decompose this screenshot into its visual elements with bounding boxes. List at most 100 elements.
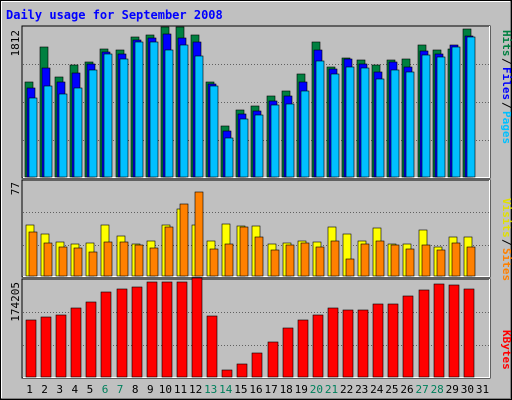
legend-usage: Hits / Files / Pages — [500, 30, 512, 144]
x-tick-label: 23 — [355, 383, 368, 396]
bar-sites-18 — [285, 244, 295, 277]
bar-sites-23 — [360, 243, 370, 277]
bar-sites-30 — [466, 246, 476, 277]
bar-kbytes-1 — [25, 319, 37, 378]
bar-pages-4 — [73, 87, 83, 178]
x-tick-label: 6 — [102, 383, 109, 396]
bar-kbytes-6 — [100, 291, 112, 378]
legend-item: Hits — [500, 30, 512, 57]
bar-sites-28 — [436, 249, 446, 277]
bar-sites-19 — [300, 242, 310, 277]
bar-sites-8 — [134, 244, 144, 277]
bar-sites-24 — [375, 240, 385, 277]
bar-sites-13 — [209, 248, 219, 277]
legend-item: Visits — [500, 198, 512, 238]
bar-kbytes-8 — [131, 286, 143, 378]
chart-title: Daily usage for September 2008 — [6, 8, 223, 22]
x-tick-label: 25 — [385, 383, 398, 396]
bar-pages-26 — [405, 71, 415, 178]
bar-kbytes-27 — [418, 289, 430, 378]
x-tick-label: 8 — [132, 383, 139, 396]
bar-kbytes-18 — [282, 327, 294, 378]
x-tick-label: 1 — [26, 383, 33, 396]
bar-sites-1 — [28, 231, 38, 277]
bar-kbytes-14 — [221, 369, 233, 378]
x-tick-label: 9 — [147, 383, 154, 396]
legend-item: Pages — [500, 111, 512, 144]
bar-pages-15 — [239, 118, 249, 178]
legend-item: Sites — [500, 248, 512, 281]
bar-pages-3 — [58, 93, 68, 178]
bar-sites-29 — [451, 242, 461, 277]
bar-sites-21 — [330, 240, 340, 277]
x-tick-label: 3 — [56, 383, 63, 396]
bar-sites-16 — [254, 236, 264, 277]
bar-kbytes-7 — [116, 288, 128, 378]
bar-pages-27 — [421, 54, 431, 178]
x-tick-label: 30 — [461, 383, 474, 396]
x-tick-label: 17 — [264, 383, 277, 396]
x-tick-label: 2 — [41, 383, 48, 396]
y-max-label-visits: 77 — [9, 182, 22, 195]
bar-sites-14 — [224, 243, 234, 277]
bar-sites-22 — [345, 258, 355, 277]
legend-visits: Visits / Sites — [500, 198, 512, 281]
x-tick-label: 31 — [476, 383, 489, 396]
y-max-label-kbytes: 174205 — [9, 282, 22, 322]
x-tick-label: 13 — [204, 383, 217, 396]
bar-sites-15 — [239, 226, 249, 277]
bar-pages-22 — [345, 66, 355, 178]
bar-kbytes-2 — [40, 316, 52, 378]
bar-kbytes-17 — [267, 341, 279, 378]
x-tick-label: 28 — [431, 383, 444, 396]
bar-kbytes-10 — [161, 281, 173, 378]
legend-item: KBytes — [500, 330, 512, 370]
bar-sites-6 — [103, 241, 113, 277]
x-tick-label: 11 — [174, 383, 187, 396]
bar-kbytes-5 — [85, 301, 97, 378]
x-tick-label: 27 — [415, 383, 428, 396]
x-tick-label: 12 — [189, 383, 202, 396]
bar-kbytes-4 — [70, 307, 82, 378]
legend-item: Files — [500, 67, 512, 100]
bar-sites-5 — [88, 251, 98, 277]
x-tick-label: 7 — [117, 383, 124, 396]
bar-kbytes-28 — [433, 283, 445, 378]
bar-pages-13 — [209, 85, 219, 178]
x-tick-label: 10 — [159, 383, 172, 396]
bar-kbytes-20 — [312, 314, 324, 378]
bar-pages-10 — [164, 49, 174, 178]
bar-pages-12 — [194, 55, 204, 178]
x-tick-label: 26 — [400, 383, 413, 396]
bar-sites-11 — [179, 203, 189, 277]
bar-pages-21 — [330, 73, 340, 178]
y-max-label-usage: 1812 — [9, 30, 22, 57]
x-tick-label: 15 — [234, 383, 247, 396]
bar-kbytes-21 — [327, 307, 339, 378]
bar-pages-9 — [149, 41, 159, 178]
legend-separator: / — [500, 102, 512, 109]
x-tick-label: 21 — [325, 383, 338, 396]
bar-pages-6 — [103, 53, 113, 178]
bar-pages-14 — [224, 137, 234, 178]
x-tick-label: 14 — [219, 383, 233, 396]
x-tick-label: 22 — [340, 383, 353, 396]
x-tick-label: 5 — [87, 383, 94, 396]
bar-pages-8 — [134, 41, 144, 178]
bar-pages-1 — [28, 97, 38, 178]
bar-pages-19 — [300, 90, 310, 178]
bar-sites-12 — [194, 191, 204, 277]
bar-pages-18 — [285, 103, 295, 178]
bar-pages-17 — [270, 104, 280, 178]
x-tick-label: 16 — [249, 383, 262, 396]
bar-kbytes-16 — [251, 352, 263, 378]
usage-panel — [21, 25, 491, 179]
legend-separator: / — [500, 58, 512, 65]
bar-pages-25 — [390, 69, 400, 178]
bar-sites-26 — [405, 248, 415, 277]
bar-pages-20 — [315, 60, 325, 178]
bar-kbytes-11 — [176, 281, 188, 378]
x-tick-label: 29 — [446, 383, 459, 396]
bar-sites-7 — [119, 241, 129, 277]
